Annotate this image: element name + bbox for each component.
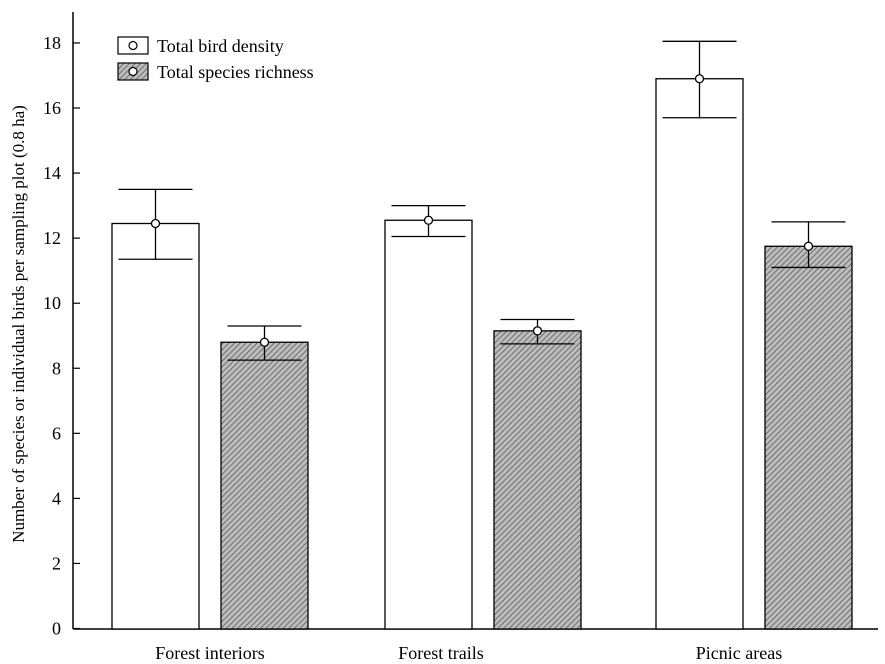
y-tick-label: 10	[43, 293, 61, 313]
legend-label: Total bird density	[157, 36, 284, 56]
y-tick-label: 14	[43, 163, 61, 183]
y-tick-label: 8	[52, 358, 61, 378]
bar-species-richness	[220, 341, 309, 630]
x-category-label: Forest interiors	[155, 643, 265, 663]
bar-bird-density	[384, 219, 473, 630]
y-tick-label: 16	[43, 98, 61, 118]
bar-bird-density	[655, 78, 744, 630]
mean-marker	[423, 215, 434, 225]
y-tick-label: 6	[52, 423, 61, 443]
y-tick-label: 12	[43, 228, 61, 248]
x-category-label: Picnic areas	[696, 643, 782, 663]
y-axis-title: Number of species or individual birds pe…	[9, 105, 28, 543]
legend: Total bird density Total species richness	[117, 36, 314, 82]
x-category-label: Forest trails	[398, 643, 484, 663]
y-tick-label: 18	[43, 33, 61, 53]
mean-marker	[803, 241, 814, 251]
legend-label: Total species richness	[157, 62, 314, 82]
y-tick-label: 2	[52, 553, 61, 573]
legend-marker	[128, 66, 138, 77]
bar-bird-density	[111, 222, 200, 630]
mean-marker	[532, 326, 543, 336]
mean-marker	[259, 337, 270, 347]
bar-species-richness	[493, 330, 582, 630]
plot-area: 0 2 4 6 8 10 12 14 16 18 Forest interiors Forest tr…	[43, 12, 878, 663]
legend-marker	[128, 40, 138, 51]
y-tick-label: 0	[52, 619, 61, 639]
mean-marker	[150, 218, 161, 229]
mean-marker	[694, 74, 705, 84]
bar-species-richness	[764, 245, 853, 630]
y-tick-label: 4	[52, 488, 61, 508]
